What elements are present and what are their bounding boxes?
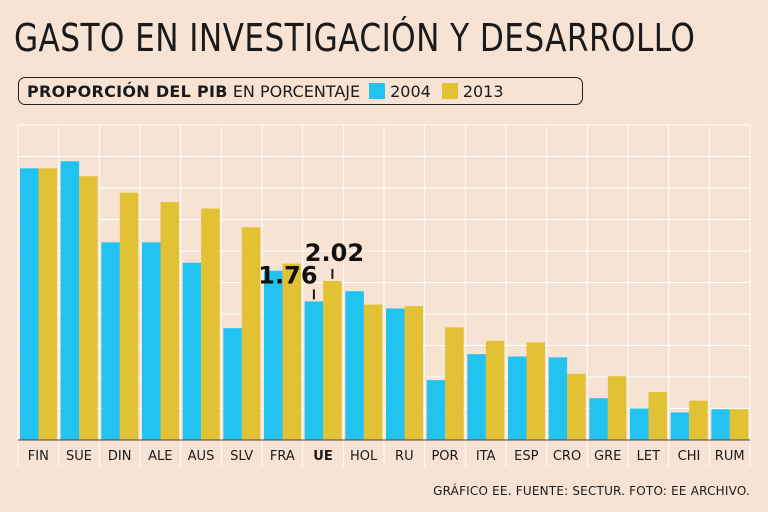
bar-2013-slv	[241, 227, 261, 440]
x-tick-label-din: DIN	[108, 449, 132, 464]
bar-2004-cro	[548, 357, 568, 440]
bar-2004-por	[426, 380, 446, 440]
x-tick-label-ru: RU	[395, 449, 414, 464]
bar-2004-hol	[345, 291, 364, 440]
x-tick-label-cro: CRO	[553, 449, 581, 464]
bar-2013-hol	[363, 304, 383, 440]
x-tick-label-hol: HOL	[350, 449, 378, 464]
bar-2004-ru	[386, 308, 405, 440]
bar-2004-let	[630, 408, 649, 440]
x-tick-label-ue: UE	[313, 449, 332, 464]
bar-2013-let	[648, 391, 667, 440]
x-tick-label-ale: ALE	[148, 449, 172, 464]
bar-2013-ita	[485, 340, 505, 440]
bar-2004-esp	[508, 356, 527, 440]
bar-2013-din	[119, 192, 139, 440]
annotation-value-2004: 1.76	[258, 261, 317, 289]
x-tick-label-let: LET	[637, 449, 660, 464]
bar-2013-esp	[526, 342, 545, 440]
x-tick-label-chi: CHI	[678, 449, 701, 464]
x-tick-label-aus: AUS	[188, 449, 215, 464]
bar-2004-fra	[264, 270, 283, 440]
bar-2013-rum	[729, 409, 749, 440]
x-tick-label-por: POR	[431, 449, 458, 464]
bar-2004-ita	[467, 354, 486, 440]
legend-label-2004: 2004	[390, 81, 431, 101]
legend-swatch-2004	[369, 83, 386, 99]
bar-2013-sue	[79, 176, 98, 440]
bar-2013-fra	[282, 263, 301, 440]
bar-2013-cro	[567, 373, 586, 440]
bar-2004-ue	[304, 301, 324, 440]
legend-subtitle-strong: PROPORCIÓN DEL PIB	[27, 81, 228, 101]
bar-2013-ue	[323, 280, 342, 440]
bar-2004-din	[101, 242, 120, 440]
legend-swatch-2013	[441, 83, 458, 99]
x-tick-label-rum: RUM	[715, 449, 745, 464]
chart-title: GASTO EN INVESTIGACIÓN Y DESARROLLO	[14, 16, 696, 60]
x-tick-label-gre: GRE	[594, 449, 621, 464]
bar-2004-ale	[142, 242, 161, 440]
bar-2004-chi	[670, 412, 690, 440]
bar-2013-ru	[404, 306, 423, 440]
annotation-value-2013: 2.02	[305, 239, 364, 267]
bar-2004-gre	[589, 398, 608, 440]
x-tick-label-slv: SLV	[230, 449, 253, 464]
legend-box: PROPORCIÓN DEL PIB EN PORCENTAJE 2004 20…	[18, 77, 583, 105]
x-tick-label-fra: FRA	[270, 449, 295, 464]
bar-2013-fin	[38, 168, 57, 440]
bar-2013-chi	[689, 400, 708, 440]
bar-2004-slv	[223, 328, 242, 440]
x-tick-label-esp: ESP	[514, 449, 538, 464]
bar-2004-fin	[20, 168, 39, 440]
legend-label-2013: 2013	[462, 81, 504, 101]
bar-2004-rum	[711, 409, 730, 440]
bar-2013-por	[445, 327, 464, 440]
legend-subtitle-light: EN PORCENTAJE	[232, 81, 361, 101]
bar-2013-aus	[201, 208, 220, 440]
bar-2013-ale	[160, 202, 179, 440]
bar-2004-aus	[182, 262, 202, 440]
x-tick-label-sue: SUE	[66, 449, 92, 464]
bar-2013-gre	[607, 376, 627, 440]
x-tick-label-fin: FIN	[28, 449, 49, 464]
x-tick-label-ita: ITA	[476, 449, 496, 464]
source-footer: GRÁFICO EE. FUENTE: SECTUR. FOTO: EE ARC…	[433, 484, 750, 498]
bar-2004-sue	[60, 161, 80, 440]
